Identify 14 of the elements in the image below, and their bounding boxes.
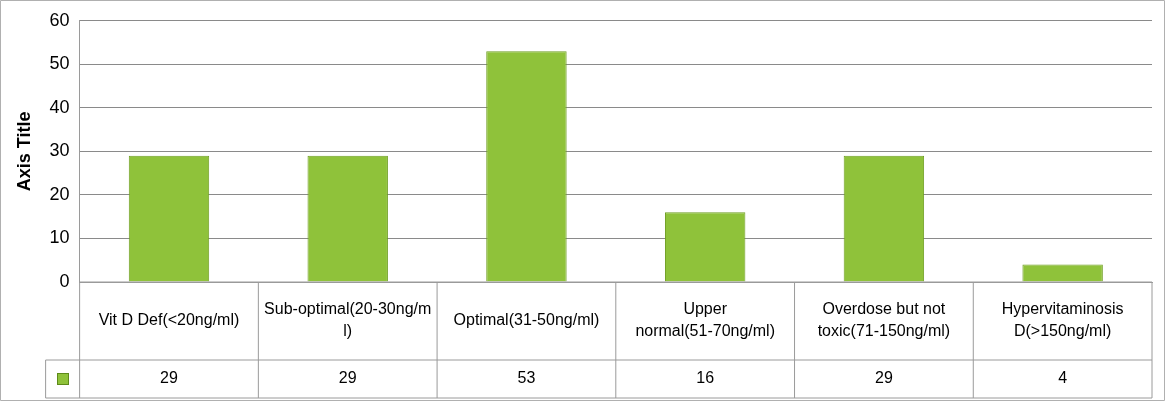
y-axis-title: Axis Title	[13, 111, 34, 192]
y-tick-label: 0	[59, 270, 70, 291]
x-tick-label: Hypervitaminosis D(>150ng/ml)	[1001, 300, 1124, 340]
x-tick-label: Optimal(31-50ng/ml)	[453, 311, 600, 329]
x-tick-label: Sub-optimal(20-30ng/ml)	[264, 300, 432, 340]
y-tick-label: 50	[49, 53, 70, 74]
y-tick-label: 60	[49, 9, 70, 30]
x-tick-label: Vit D Def(<20ng/ml)	[98, 311, 240, 329]
x-tick-label: Overdose but not toxic(71-150ng/ml)	[817, 300, 951, 340]
x-tick-label: Upper normal(51-70ng/ml)	[635, 300, 775, 340]
y-tick-label: 10	[49, 227, 70, 248]
y-tick-label: 30	[49, 140, 70, 161]
y-tick-label: 40	[49, 96, 70, 117]
y-tick-label: 20	[49, 183, 70, 204]
